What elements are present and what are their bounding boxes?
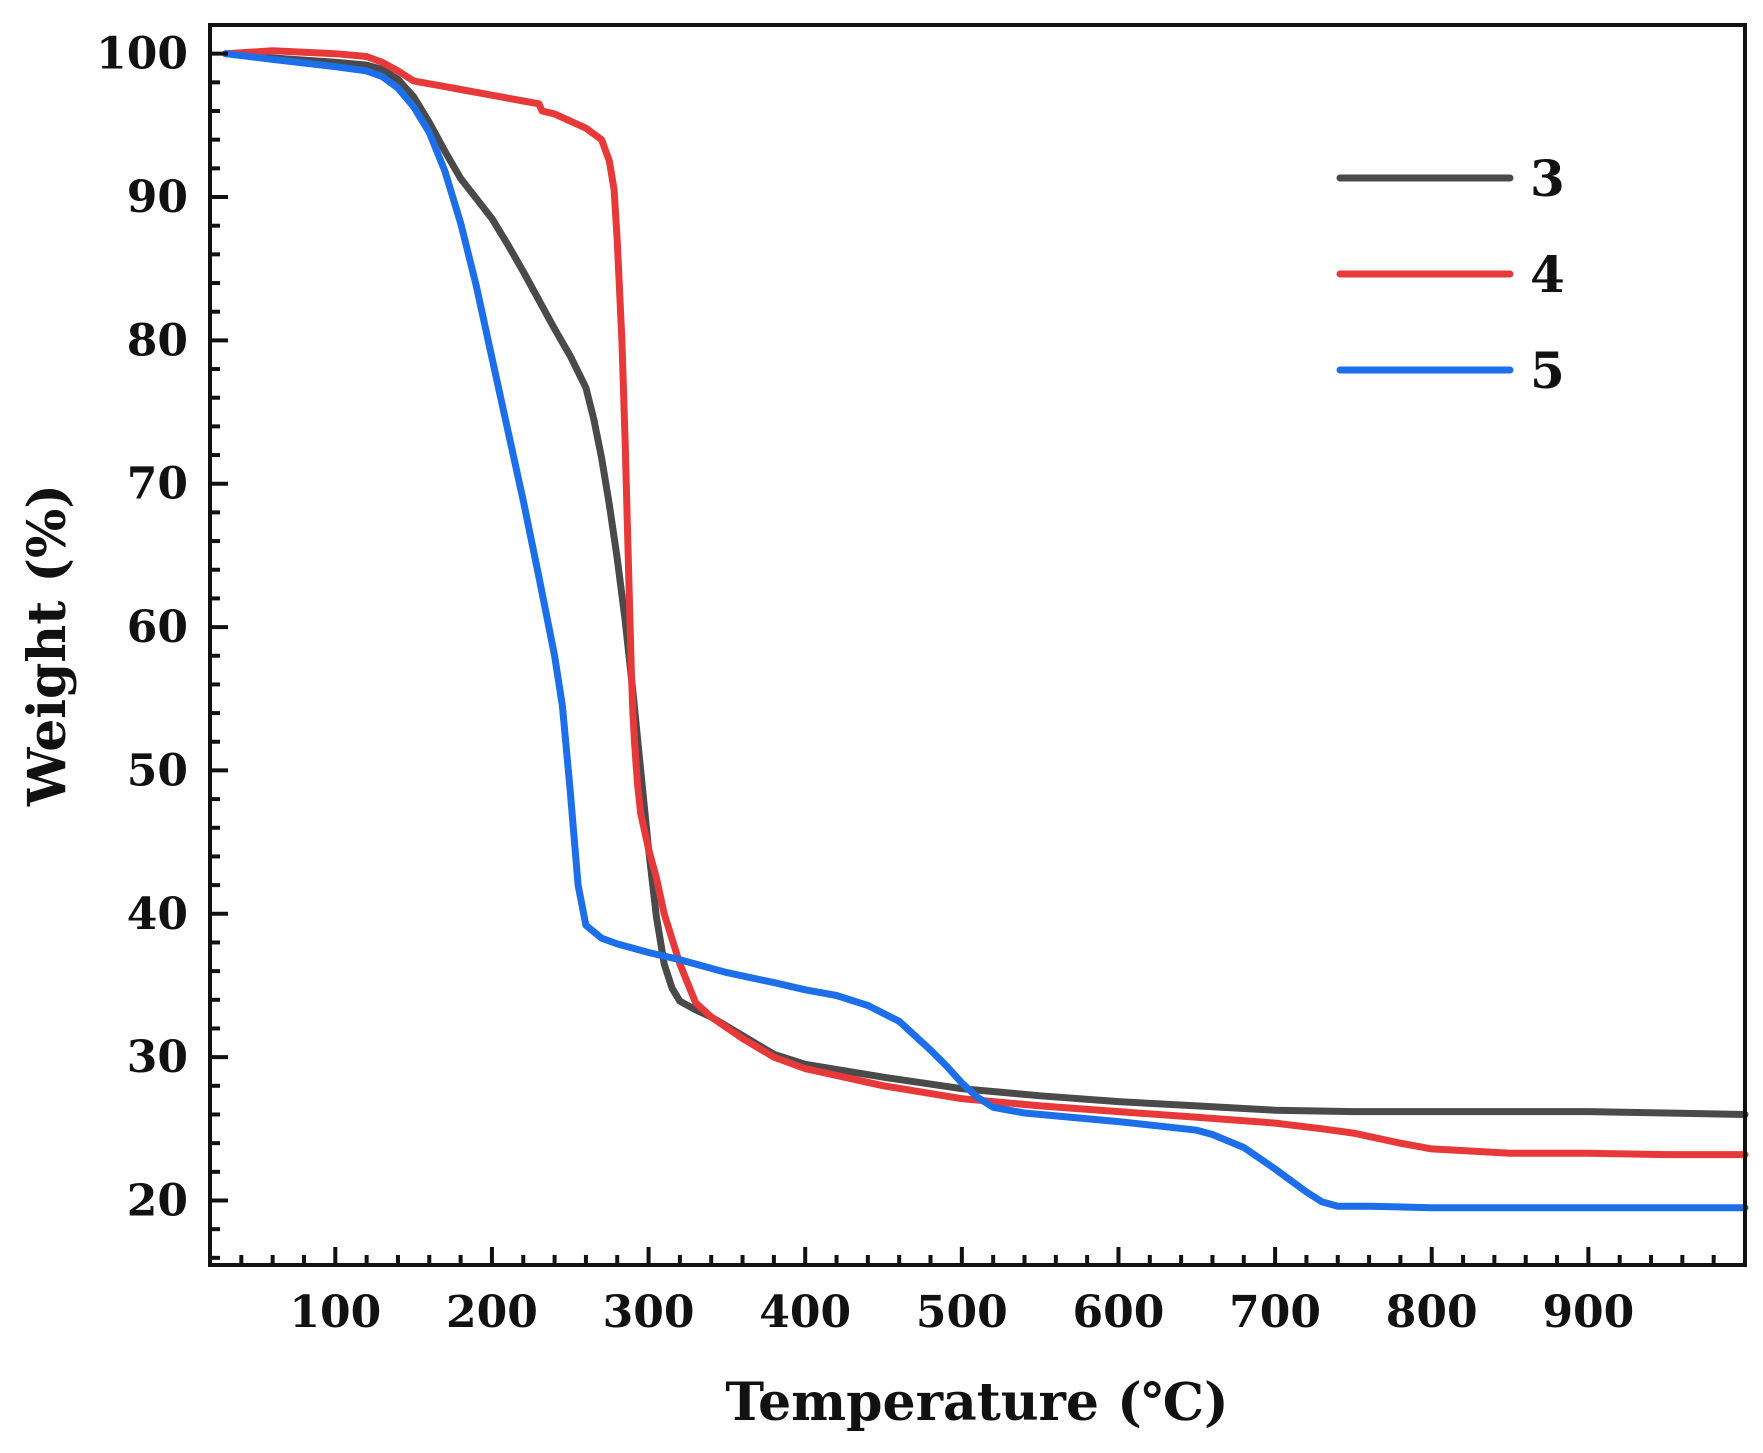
legend-label-3: 3 — [1530, 149, 1565, 208]
x-tick-label: 400 — [759, 1287, 851, 1338]
x-tick-label: 600 — [1073, 1287, 1165, 1338]
x-axis-label: Temperature (℃) — [725, 1372, 1228, 1433]
series-line-5 — [222, 50, 1749, 1212]
x-tick-label: 100 — [289, 1287, 381, 1338]
series-line-4 — [222, 47, 1749, 1159]
y-tick-label: 80 — [127, 315, 188, 366]
y-tick-label: 30 — [127, 1032, 188, 1083]
x-tick-label: 700 — [1229, 1287, 1321, 1338]
y-tick-label: 40 — [127, 889, 188, 940]
curves-layer — [222, 47, 1749, 1212]
x-tick-label: 800 — [1386, 1287, 1478, 1338]
legend-label-4: 4 — [1530, 245, 1565, 304]
y-axis-label: Weight (%) — [17, 484, 78, 807]
y-tick-label: 70 — [127, 459, 188, 510]
y-tick-label: 100 — [96, 29, 188, 80]
y-tick-label: 90 — [127, 172, 188, 223]
axes-layer: 100 200 300 400 500 600 700 800 900 20 30 40 50 60 70 8… — [96, 29, 1716, 1338]
x-tick-label: 300 — [603, 1287, 695, 1338]
x-tick-label: 900 — [1542, 1287, 1634, 1338]
y-tick-label: 20 — [127, 1175, 188, 1226]
y-tick-label: 50 — [127, 745, 188, 796]
x-tick-label: 500 — [916, 1287, 1008, 1338]
y-tick-label: 60 — [127, 602, 188, 653]
legend: 3 4 5 — [1336, 149, 1565, 400]
x-tick-label: 200 — [446, 1287, 538, 1338]
series-line-3 — [222, 50, 1749, 1118]
plot-frame — [208, 23, 1747, 1267]
legend-label-5: 5 — [1530, 341, 1565, 400]
